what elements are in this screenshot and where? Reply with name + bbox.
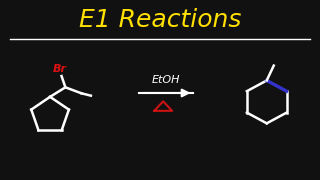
- Text: EtOH: EtOH: [152, 75, 180, 86]
- Text: E1 Reactions: E1 Reactions: [79, 8, 241, 32]
- Text: Br: Br: [53, 64, 67, 75]
